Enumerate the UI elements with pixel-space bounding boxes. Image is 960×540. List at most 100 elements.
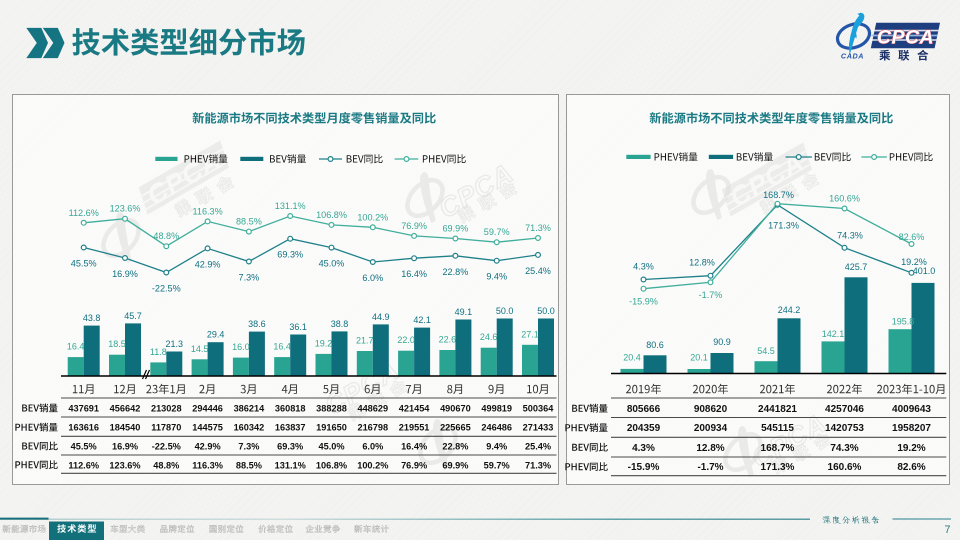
- svg-text:27.1: 27.1: [521, 329, 539, 339]
- svg-text:168.7%: 168.7%: [761, 443, 795, 454]
- svg-text:48.8%: 48.8%: [153, 231, 179, 241]
- svg-text:82.6%: 82.6%: [897, 462, 925, 473]
- svg-text:49.1: 49.1: [455, 307, 473, 317]
- svg-text:6.0%: 6.0%: [362, 442, 383, 452]
- svg-text:45.0%: 45.0%: [318, 442, 344, 452]
- svg-text:24.6: 24.6: [480, 332, 498, 342]
- svg-text:168.7%: 168.7%: [763, 190, 794, 200]
- svg-text:22.0: 22.0: [397, 335, 415, 345]
- svg-text:16.4: 16.4: [273, 342, 291, 352]
- svg-text:100.2%: 100.2%: [357, 460, 388, 470]
- svg-text:184540: 184540: [110, 423, 141, 433]
- svg-text:38.8: 38.8: [331, 319, 349, 329]
- svg-text:16.4%: 16.4%: [401, 442, 427, 452]
- svg-text:7.3%: 7.3%: [239, 273, 260, 283]
- svg-text:20.4: 20.4: [623, 352, 641, 362]
- svg-text:7: 7: [944, 524, 950, 536]
- svg-text:-15.9%: -15.9%: [629, 297, 658, 307]
- svg-text:21.7: 21.7: [356, 336, 374, 346]
- svg-text:71.3%: 71.3%: [525, 223, 551, 233]
- svg-text:22.8%: 22.8%: [442, 442, 468, 452]
- svg-text:160.6%: 160.6%: [828, 462, 862, 473]
- svg-text:213028: 213028: [151, 404, 182, 414]
- svg-text:386214: 386214: [234, 404, 266, 414]
- svg-text:163616: 163616: [68, 423, 99, 433]
- svg-text:6.0%: 6.0%: [362, 273, 383, 283]
- svg-text:43.8: 43.8: [83, 313, 101, 323]
- svg-text:195.8: 195.8: [892, 317, 915, 327]
- svg-text:246486: 246486: [481, 423, 512, 433]
- svg-text:71.3%: 71.3%: [525, 460, 551, 470]
- svg-text:-22.5%: -22.5%: [152, 442, 181, 452]
- svg-text:191650: 191650: [316, 423, 347, 433]
- svg-text:200934: 200934: [694, 423, 728, 434]
- svg-text:1958207: 1958207: [892, 423, 931, 434]
- svg-text:163837: 163837: [275, 423, 306, 433]
- svg-text:4257046: 4257046: [825, 404, 864, 415]
- svg-text:69.9%: 69.9%: [442, 460, 468, 470]
- svg-text:244.2: 244.2: [778, 305, 801, 315]
- svg-text:425.7: 425.7: [845, 262, 868, 272]
- svg-text:19.2: 19.2: [315, 338, 333, 348]
- svg-text:54.5: 54.5: [757, 346, 775, 356]
- svg-text:171.3%: 171.3%: [768, 221, 799, 231]
- svg-text:76.9%: 76.9%: [401, 221, 427, 231]
- svg-text:12.8%: 12.8%: [689, 257, 715, 267]
- svg-text:294446: 294446: [192, 404, 223, 414]
- svg-text:225665: 225665: [440, 423, 471, 433]
- svg-text:69.3%: 69.3%: [277, 442, 303, 452]
- svg-text:4.3%: 4.3%: [632, 443, 655, 454]
- svg-text:131.1%: 131.1%: [275, 201, 306, 211]
- svg-text:448629: 448629: [357, 404, 388, 414]
- svg-text:74.3%: 74.3%: [837, 231, 863, 241]
- svg-text:-1.7%: -1.7%: [699, 290, 723, 300]
- svg-text:144575: 144575: [192, 423, 223, 433]
- svg-text:123.6%: 123.6%: [109, 460, 140, 470]
- svg-text:16.9%: 16.9%: [112, 442, 138, 452]
- svg-text:9.4%: 9.4%: [486, 272, 507, 282]
- svg-text:16.0: 16.0: [232, 342, 250, 352]
- svg-text:20.1: 20.1: [690, 352, 708, 362]
- svg-text:42.9%: 42.9%: [195, 259, 221, 269]
- svg-text:456642: 456642: [110, 404, 141, 414]
- svg-text:19.2%: 19.2%: [901, 257, 927, 267]
- svg-text:112.6%: 112.6%: [68, 460, 99, 470]
- svg-text:204359: 204359: [627, 423, 661, 434]
- svg-text:76.9%: 76.9%: [401, 460, 427, 470]
- svg-text:12.8%: 12.8%: [696, 443, 724, 454]
- svg-text:116.3%: 116.3%: [193, 206, 223, 216]
- svg-text:42.9%: 42.9%: [195, 442, 221, 452]
- svg-text:88.5%: 88.5%: [236, 217, 262, 227]
- svg-text:123.6%: 123.6%: [110, 204, 141, 214]
- svg-text:50.0: 50.0: [537, 306, 555, 316]
- svg-text:4.3%: 4.3%: [633, 262, 654, 272]
- svg-text:545115: 545115: [761, 423, 794, 434]
- svg-text:45.7: 45.7: [124, 311, 142, 321]
- svg-text:7.3%: 7.3%: [238, 442, 259, 452]
- svg-text:437691: 437691: [68, 404, 99, 414]
- svg-text:388288: 388288: [316, 404, 347, 414]
- svg-text:421454: 421454: [399, 404, 431, 414]
- svg-text:-1.7%: -1.7%: [697, 462, 723, 473]
- svg-text:90.9: 90.9: [713, 337, 731, 347]
- svg-text:18.5: 18.5: [108, 339, 126, 349]
- svg-text:171.3%: 171.3%: [761, 462, 795, 473]
- svg-text:216798: 216798: [357, 423, 388, 433]
- svg-text:45.0%: 45.0%: [319, 259, 345, 269]
- svg-text:80.6: 80.6: [646, 340, 664, 350]
- svg-text:219551: 219551: [399, 423, 430, 433]
- svg-text:106.8%: 106.8%: [316, 210, 347, 220]
- svg-text:21.3: 21.3: [166, 339, 184, 349]
- svg-text:14.5: 14.5: [191, 344, 209, 354]
- svg-text:500364: 500364: [523, 404, 555, 414]
- svg-text:45.5%: 45.5%: [71, 442, 97, 452]
- svg-text:116.3%: 116.3%: [192, 460, 223, 470]
- svg-text:11.8: 11.8: [150, 347, 167, 357]
- svg-text:22.6: 22.6: [439, 335, 457, 345]
- svg-text:25.4%: 25.4%: [525, 442, 551, 452]
- svg-text:490670: 490670: [440, 404, 471, 414]
- svg-text:360818: 360818: [275, 404, 306, 414]
- svg-text:88.5%: 88.5%: [236, 460, 262, 470]
- svg-text:805666: 805666: [627, 404, 661, 415]
- svg-text:9.4%: 9.4%: [486, 442, 507, 452]
